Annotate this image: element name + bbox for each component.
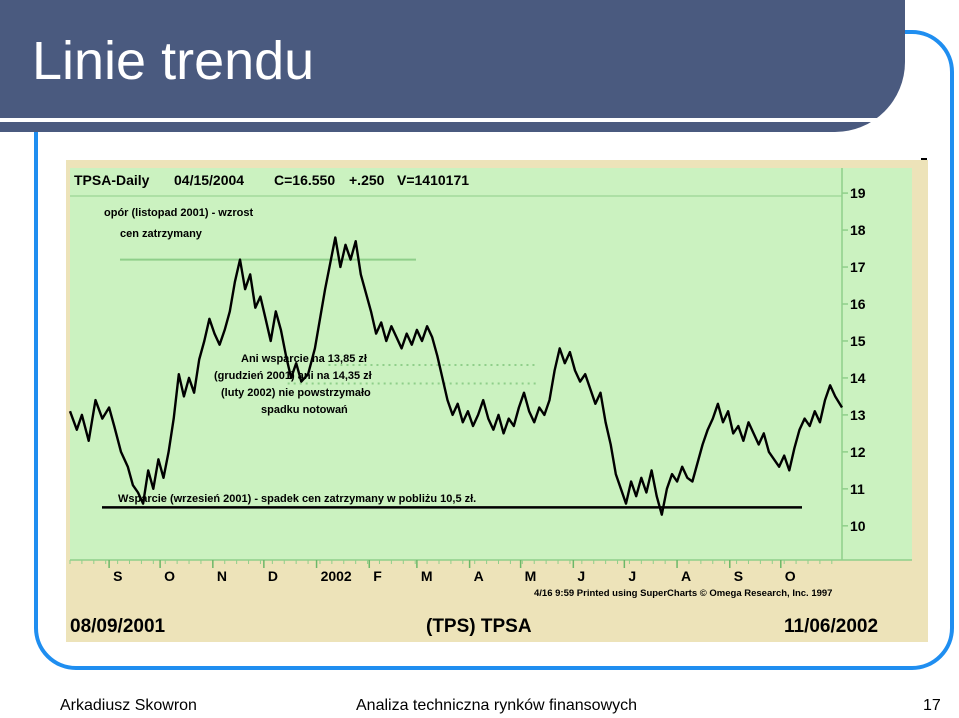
x-tick-label: O	[785, 568, 796, 584]
resistance-label-1: opór (listopad 2001) - wzrost	[104, 207, 253, 219]
broken-support-label-4: spadku notowań	[261, 404, 348, 416]
x-tick-label: F	[373, 568, 382, 584]
price-line	[68, 236, 844, 516]
x-tick-label: J	[577, 568, 585, 584]
x-tick-label: S	[734, 568, 743, 584]
y-tick-label: 13	[850, 407, 866, 423]
y-tick-label: 18	[850, 222, 866, 238]
slide-title: Linie trendu	[32, 31, 315, 91]
footer-author: Arkadiusz Skowron	[60, 697, 197, 714]
chart-volume: V=1410171	[397, 172, 469, 188]
footer-symbol-title: (TPS) TPSA	[426, 616, 532, 637]
chart-symbol: TPSA-Daily	[74, 172, 150, 188]
x-tick-label: N	[217, 568, 227, 584]
y-tick-label: 11	[850, 481, 865, 497]
chart-close: C=16.550	[274, 172, 335, 188]
y-tick-label: 17	[850, 259, 866, 275]
corner-dash	[921, 158, 927, 160]
y-tick-label: 15	[850, 333, 866, 349]
chart-date: 04/15/2004	[174, 172, 244, 188]
footer-course: Analiza techniczna rynków finansowych	[356, 697, 638, 714]
support-label: Wsparcie (wrzesień 2001) - spadek cen za…	[118, 493, 476, 505]
x-tick-label: A	[474, 568, 484, 584]
y-tick-label: 16	[850, 296, 866, 312]
chart-change: +.250	[349, 172, 385, 188]
footer-start-date: 08/09/2001	[70, 616, 166, 637]
y-tick-label: 19	[850, 185, 866, 201]
x-tick-label: A	[681, 568, 691, 584]
x-tick-label: M	[525, 568, 537, 584]
broken-support-label-1: Ani wsparcie na 13,85 zł	[241, 353, 367, 365]
resistance-label-2: cen zatrzymany	[120, 228, 203, 240]
x-tick-label: O	[164, 568, 175, 584]
x-tick-label: S	[113, 568, 122, 584]
y-tick-label: 14	[850, 370, 866, 386]
title-bar: Linie trendu	[0, 0, 905, 132]
y-axis-band	[842, 168, 912, 560]
x-tick-label: J	[628, 568, 636, 584]
x-tick-label: 2002	[321, 568, 352, 584]
broken-support-label-3: (luty 2002) nie powstrzymało	[221, 387, 371, 399]
x-tick-label: D	[268, 568, 278, 584]
x-tick-label: M	[421, 568, 433, 584]
printed-note: 4/16 9:59 Printed using SuperCharts © Om…	[534, 588, 832, 599]
price-chart: TPSA-Daily 04/15/2004 C=16.550 +.250 V=1…	[68, 168, 912, 637]
y-tick-label: 10	[850, 518, 866, 534]
title-underline	[0, 118, 888, 122]
page-number: 17	[923, 697, 941, 714]
y-tick-label: 12	[850, 444, 866, 460]
footer-end-date: 11/06/2002	[784, 616, 878, 637]
